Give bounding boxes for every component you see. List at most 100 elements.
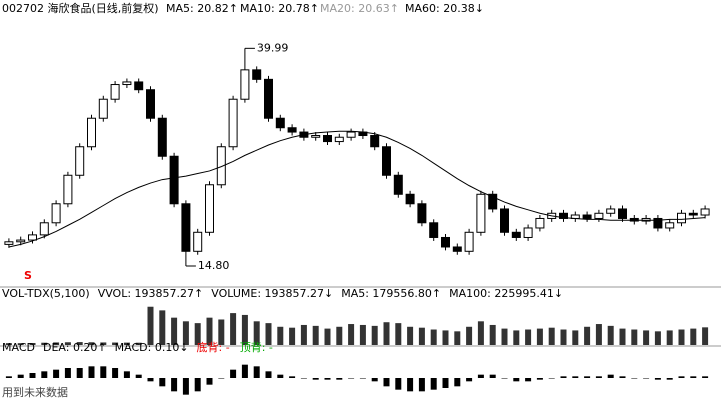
ma-label: MA10: 20.78↑	[240, 2, 319, 15]
candle-body	[582, 214, 592, 219]
candle-body	[16, 239, 26, 243]
stock-title: 002702 海欣食品(日线,前复权)	[2, 1, 159, 15]
candle-body	[688, 212, 698, 216]
bar	[159, 378, 166, 387]
candle-body	[618, 208, 627, 219]
bar	[206, 378, 213, 385]
bar	[135, 374, 142, 378]
bar	[643, 378, 650, 379]
bar	[395, 323, 402, 345]
candle-body	[405, 193, 415, 205]
bar	[418, 378, 425, 392]
bar	[525, 378, 532, 382]
bar	[135, 342, 142, 345]
footnote: 用到未来数据	[2, 385, 68, 399]
bar	[371, 325, 378, 345]
bar	[312, 325, 319, 345]
bar	[253, 366, 260, 378]
bar	[466, 326, 473, 345]
bar	[548, 378, 555, 379]
bar	[489, 324, 496, 345]
bar	[501, 328, 508, 345]
candle-body	[134, 81, 144, 91]
candle-body	[146, 89, 155, 119]
candle-body	[334, 136, 344, 143]
candle-body	[523, 227, 533, 238]
bar	[430, 378, 437, 390]
bar	[277, 326, 284, 345]
bar	[548, 327, 555, 345]
bar	[572, 376, 579, 378]
bar	[41, 342, 48, 345]
bar	[147, 306, 154, 345]
bar	[324, 378, 331, 380]
bar	[359, 324, 366, 345]
bar	[513, 330, 520, 345]
bar	[395, 378, 402, 390]
candle-body	[677, 212, 686, 224]
bar	[430, 329, 437, 345]
bar	[241, 314, 248, 345]
bar	[336, 378, 343, 380]
bar	[100, 342, 107, 345]
bar	[171, 378, 178, 392]
bar	[407, 326, 414, 345]
candle-body	[216, 146, 226, 186]
bar	[88, 342, 95, 345]
bar	[218, 319, 225, 345]
signal-marker: S	[24, 269, 32, 282]
bar	[690, 376, 697, 378]
candle-body	[252, 69, 262, 80]
candle-body	[559, 212, 568, 219]
bar	[501, 378, 508, 379]
bar	[466, 378, 473, 382]
bar	[643, 330, 650, 345]
bar	[607, 325, 614, 345]
candle-body	[311, 135, 321, 138]
bar	[666, 330, 673, 345]
bar	[584, 376, 591, 378]
candle-body	[441, 236, 450, 248]
candle-body	[606, 208, 616, 214]
candle-body	[417, 203, 427, 224]
bar	[666, 378, 673, 380]
candle-body	[181, 203, 191, 252]
candle-body	[275, 117, 285, 129]
bar	[112, 342, 119, 345]
candle-body	[39, 222, 49, 236]
candle-body	[28, 234, 37, 241]
bar	[29, 373, 36, 378]
bar	[654, 378, 661, 380]
legend-entry: MA5: 179556.80↑	[341, 287, 441, 300]
bar	[348, 324, 355, 345]
candle-body	[240, 69, 250, 100]
bar	[76, 342, 83, 345]
bar	[560, 376, 567, 378]
bar	[371, 378, 378, 382]
signal-label: 底背: -	[197, 340, 230, 354]
candle-body	[75, 146, 85, 176]
candle-body	[665, 222, 675, 229]
candle-body	[511, 231, 521, 238]
bar	[218, 378, 225, 379]
bar	[123, 371, 130, 378]
bar	[336, 326, 343, 345]
bar	[230, 313, 237, 345]
panel-title: VOL-TDX(5,100)	[2, 287, 90, 300]
bar	[383, 322, 390, 345]
legend-entry: VVOL: 193857.27↑	[98, 287, 204, 300]
bar	[182, 321, 189, 345]
bar	[88, 366, 95, 378]
bar	[159, 310, 166, 345]
candle-body	[287, 127, 297, 133]
candle-body	[594, 212, 604, 219]
bar	[595, 376, 602, 378]
bar	[560, 329, 567, 345]
bar	[265, 371, 272, 378]
bar	[619, 328, 626, 345]
bar	[454, 378, 461, 387]
bar	[536, 328, 543, 345]
bar	[407, 378, 414, 392]
candle-body	[476, 193, 486, 233]
bar	[536, 378, 543, 380]
